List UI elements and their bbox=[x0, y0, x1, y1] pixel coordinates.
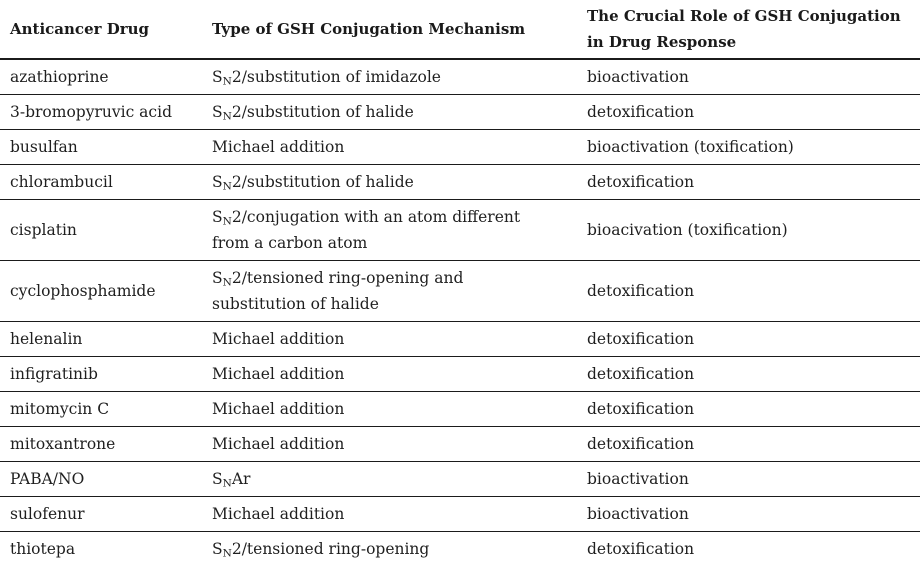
drug-cell: mitoxantrone bbox=[0, 426, 212, 462]
table-row: azathioprine SN2/substitution of imidazo… bbox=[0, 59, 920, 95]
mechanism-cell: SN2/conjugation with an atom different f… bbox=[212, 199, 587, 261]
drug-cell: cisplatin bbox=[0, 199, 212, 261]
table-row: cisplatin SN2/conjugation with an atom d… bbox=[0, 199, 920, 261]
column-header-mechanism: Type of GSH Conjugation Mechanism bbox=[212, 0, 587, 60]
mechanism-cell: SN2/tensioned ring-opening bbox=[212, 531, 587, 565]
mechanism-cell: Michael addition bbox=[212, 321, 587, 357]
role-cell: bioactivation (toxification) bbox=[587, 129, 920, 165]
mechanism-cell: SN2/tensioned ring-opening and substitut… bbox=[212, 260, 587, 322]
table-row: cyclophosphamide SN2/tensioned ring-open… bbox=[0, 260, 920, 322]
role-cell: detoxification bbox=[587, 426, 920, 462]
drug-cell: infigratinib bbox=[0, 356, 212, 392]
drug-cell: mitomycin C bbox=[0, 391, 212, 427]
table-row: chlorambucil SN2/substitution of halide … bbox=[0, 164, 920, 200]
table-row: sulofenur Michael addition bioactivation bbox=[0, 496, 920, 532]
mechanism-cell: SN2/substitution of halide bbox=[212, 164, 587, 200]
mechanism-cell: Michael addition bbox=[212, 129, 587, 165]
mechanism-cell: Michael addition bbox=[212, 356, 587, 392]
role-cell: detoxification bbox=[587, 356, 920, 392]
drug-cell: PABA/NO bbox=[0, 461, 212, 497]
column-header-anticancer-drug: Anticancer Drug bbox=[0, 0, 212, 60]
drug-cell: thiotepa bbox=[0, 531, 212, 565]
role-cell: detoxification bbox=[587, 531, 920, 565]
drug-cell: helenalin bbox=[0, 321, 212, 357]
mechanism-cell: Michael addition bbox=[212, 496, 587, 532]
mechanism-cell: SNAr bbox=[212, 461, 587, 497]
table-row: busulfan Michael addition bioactivation … bbox=[0, 129, 920, 165]
mechanism-cell: Michael addition bbox=[212, 391, 587, 427]
role-cell: bioactivation bbox=[587, 496, 920, 532]
drug-cell: sulofenur bbox=[0, 496, 212, 532]
drug-cell: azathioprine bbox=[0, 59, 212, 95]
table-row: PABA/NO SNAr bioactivation bbox=[0, 461, 920, 497]
table-row: helenalin Michael addition detoxificatio… bbox=[0, 321, 920, 357]
role-cell: bioacivation (toxification) bbox=[587, 199, 920, 261]
role-cell: detoxification bbox=[587, 260, 920, 322]
drug-cell: busulfan bbox=[0, 129, 212, 165]
table-row: infigratinib Michael addition detoxifica… bbox=[0, 356, 920, 392]
drug-cell: 3-bromopyruvic acid bbox=[0, 94, 212, 130]
role-cell: bioactivation bbox=[587, 461, 920, 497]
mechanism-cell: SN2/substitution of halide bbox=[212, 94, 587, 130]
mechanism-cell: Michael addition bbox=[212, 426, 587, 462]
role-cell: bioactivation bbox=[587, 59, 920, 95]
table-row: mitoxantrone Michael addition detoxifica… bbox=[0, 426, 920, 462]
table-row: 3-bromopyruvic acid SN2/substitution of … bbox=[0, 94, 920, 130]
column-header-role: The Crucial Role of GSH Conjugation in D… bbox=[587, 0, 920, 60]
table-row: mitomycin C Michael addition detoxificat… bbox=[0, 391, 920, 427]
role-cell: detoxification bbox=[587, 321, 920, 357]
table-header-row: Anticancer Drug Type of GSH Conjugation … bbox=[0, 0, 920, 60]
role-cell: detoxification bbox=[587, 164, 920, 200]
role-cell: detoxification bbox=[587, 94, 920, 130]
table-row: thiotepa SN2/tensioned ring-opening deto… bbox=[0, 531, 920, 565]
mechanism-cell: SN2/substitution of imidazole bbox=[212, 59, 587, 95]
drug-cell: chlorambucil bbox=[0, 164, 212, 200]
drug-cell: cyclophosphamide bbox=[0, 260, 212, 322]
role-cell: detoxification bbox=[587, 391, 920, 427]
